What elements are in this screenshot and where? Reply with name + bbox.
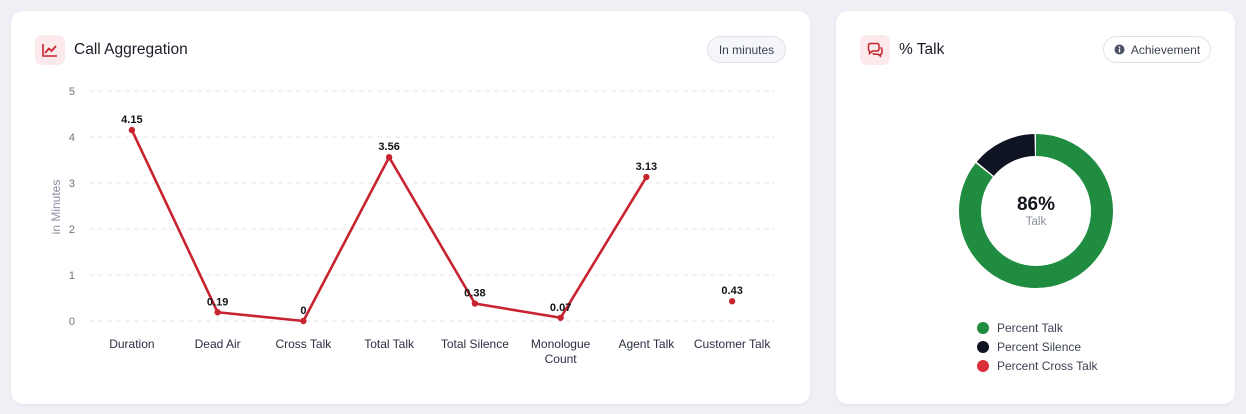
y-tick-label: 2 bbox=[69, 224, 75, 236]
x-tick-label: Dead Air bbox=[195, 337, 241, 351]
x-tick-label: Customer Talk bbox=[694, 337, 771, 351]
data-label: 4.15 bbox=[121, 114, 142, 126]
legend-item[interactable]: Percent Talk bbox=[977, 318, 1097, 337]
achievement-label: Achievement bbox=[1130, 42, 1201, 57]
x-tick-label: Total Silence bbox=[441, 337, 509, 351]
data-label: 0.07 bbox=[550, 302, 571, 314]
x-tick-label: Cross Talk bbox=[275, 337, 332, 351]
legend-label: Percent Cross Talk bbox=[997, 358, 1098, 373]
donut-legend: Percent Talk Percent Silence Percent Cross… bbox=[977, 318, 1097, 375]
y-tick-label: 3 bbox=[69, 178, 75, 190]
call-aggregation-header: Call Aggregation bbox=[35, 35, 188, 65]
x-tick-label: Total Talk bbox=[364, 337, 415, 351]
legend-dot bbox=[977, 359, 989, 372]
legend-dot bbox=[977, 340, 989, 353]
talk-card: % Talk Achievement 86% Talk Percent Talk… bbox=[836, 11, 1235, 404]
legend-label: Percent Talk bbox=[997, 320, 1063, 335]
legend-item[interactable]: Percent Cross Talk bbox=[977, 356, 1097, 375]
donut-center-value: 86% bbox=[1017, 194, 1055, 215]
talk-header: % Talk bbox=[860, 35, 944, 65]
data-point[interactable] bbox=[471, 300, 479, 307]
y-tick-label: 4 bbox=[69, 132, 75, 144]
series-line bbox=[132, 130, 732, 321]
data-label: 3.56 bbox=[378, 141, 399, 153]
line-chart-icon bbox=[35, 35, 65, 65]
x-tick-label: Monologue Count bbox=[531, 337, 591, 366]
x-tick-label: Duration bbox=[109, 337, 154, 351]
units-button[interactable]: In minutes bbox=[707, 36, 786, 63]
call-aggregation-title: Call Aggregation bbox=[74, 41, 188, 58]
legend-label: Percent Silence bbox=[997, 339, 1082, 354]
y-tick-label: 0 bbox=[69, 316, 75, 328]
chat-bubbles-icon bbox=[860, 35, 890, 65]
data-label: 3.13 bbox=[636, 161, 657, 173]
y-tick-label: 5 bbox=[69, 86, 75, 98]
data-point[interactable] bbox=[214, 309, 221, 316]
data-label: 0.38 bbox=[464, 288, 485, 300]
legend-item[interactable]: Percent Silence bbox=[977, 337, 1097, 356]
donut-slice[interactable] bbox=[959, 134, 1113, 288]
call-aggregation-card: Call Aggregation In minutes 0 1 2 3 4 5 Durat… bbox=[11, 11, 810, 404]
y-axis-label: in Minutes bbox=[49, 180, 63, 235]
data-point[interactable] bbox=[557, 314, 564, 321]
data-point[interactable] bbox=[385, 154, 393, 161]
info-icon bbox=[1114, 44, 1125, 55]
data-label: 0 bbox=[300, 305, 306, 317]
data-label: 0.43 bbox=[721, 285, 742, 297]
data-label: 0.19 bbox=[207, 296, 228, 308]
data-point[interactable] bbox=[128, 126, 136, 134]
talk-donut-chart: 86% Talk bbox=[959, 134, 1113, 288]
data-point[interactable] bbox=[728, 298, 736, 305]
call-aggregation-chart: 0 1 2 3 4 5 Duration Dead Air Cross Talk Total T… bbox=[49, 86, 775, 366]
achievement-button[interactable]: Achievement bbox=[1103, 36, 1211, 63]
legend-dot bbox=[977, 321, 989, 334]
donut-center-label: Talk bbox=[1026, 216, 1047, 228]
x-tick-label: Agent Talk bbox=[618, 337, 675, 351]
talk-title: % Talk bbox=[899, 41, 945, 58]
data-point[interactable] bbox=[643, 173, 650, 181]
y-tick-label: 1 bbox=[69, 270, 75, 282]
data-point[interactable] bbox=[300, 317, 307, 325]
